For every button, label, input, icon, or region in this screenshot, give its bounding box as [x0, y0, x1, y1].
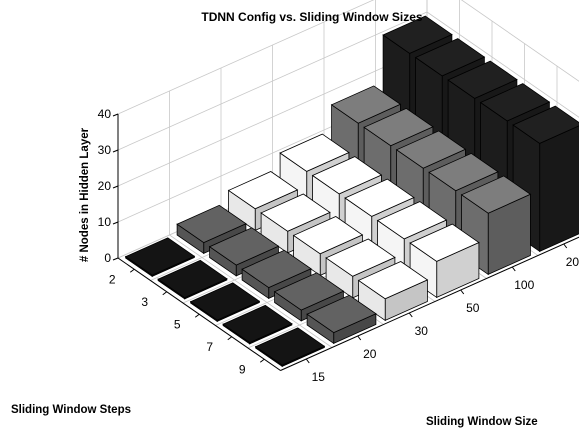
y-tick-mark [409, 313, 412, 317]
y-tick-label: 100 [514, 278, 534, 292]
z-tick-label: 40 [98, 107, 112, 121]
y-tick-mark [358, 336, 361, 340]
y-axis-label: Sliding Window Size [426, 416, 538, 428]
y-tick-label: 50 [466, 301, 480, 315]
z-tick-mark [113, 258, 118, 260]
z-tick-mark [113, 150, 118, 152]
z-tick-mark [113, 222, 118, 224]
z-tick-label: 20 [98, 179, 112, 193]
y-tick-label: 20 [363, 347, 377, 361]
z-tick-label: 10 [98, 215, 112, 229]
x-tick-mark [195, 314, 199, 317]
x-tick-label: 5 [174, 317, 181, 331]
x-tick-label: 9 [239, 362, 246, 376]
x-tick-mark [163, 292, 167, 295]
y-tick-label: 200 [566, 255, 579, 269]
x-tick-label: 3 [141, 295, 148, 309]
y-tick-mark [461, 290, 464, 294]
x-tick-mark [130, 269, 134, 272]
z-axis-label: # Nodes in Hidden Layer [79, 127, 91, 262]
bar-face [540, 125, 579, 252]
z-tick-mark [113, 114, 118, 116]
z-tick-mark [113, 186, 118, 188]
y-tick-mark [564, 244, 567, 248]
x-tick-mark [260, 359, 264, 362]
y-tick-label: 30 [415, 324, 429, 338]
x-tick-mark [228, 337, 232, 340]
x-tick-label: 7 [206, 340, 213, 354]
bar-layer [126, 16, 579, 366]
y-tick-mark [512, 267, 515, 271]
x-tick-label: 2 [109, 272, 116, 286]
z-tick-label: 0 [104, 251, 111, 265]
z-tick-label: 30 [98, 143, 112, 157]
y-tick-mark [306, 359, 309, 363]
x-axis-label: Sliding Window Steps [11, 404, 131, 416]
chart-title: TDNN Config vs. Sliding Window Sizes [201, 10, 423, 24]
y-tick-label: 15 [312, 370, 326, 384]
